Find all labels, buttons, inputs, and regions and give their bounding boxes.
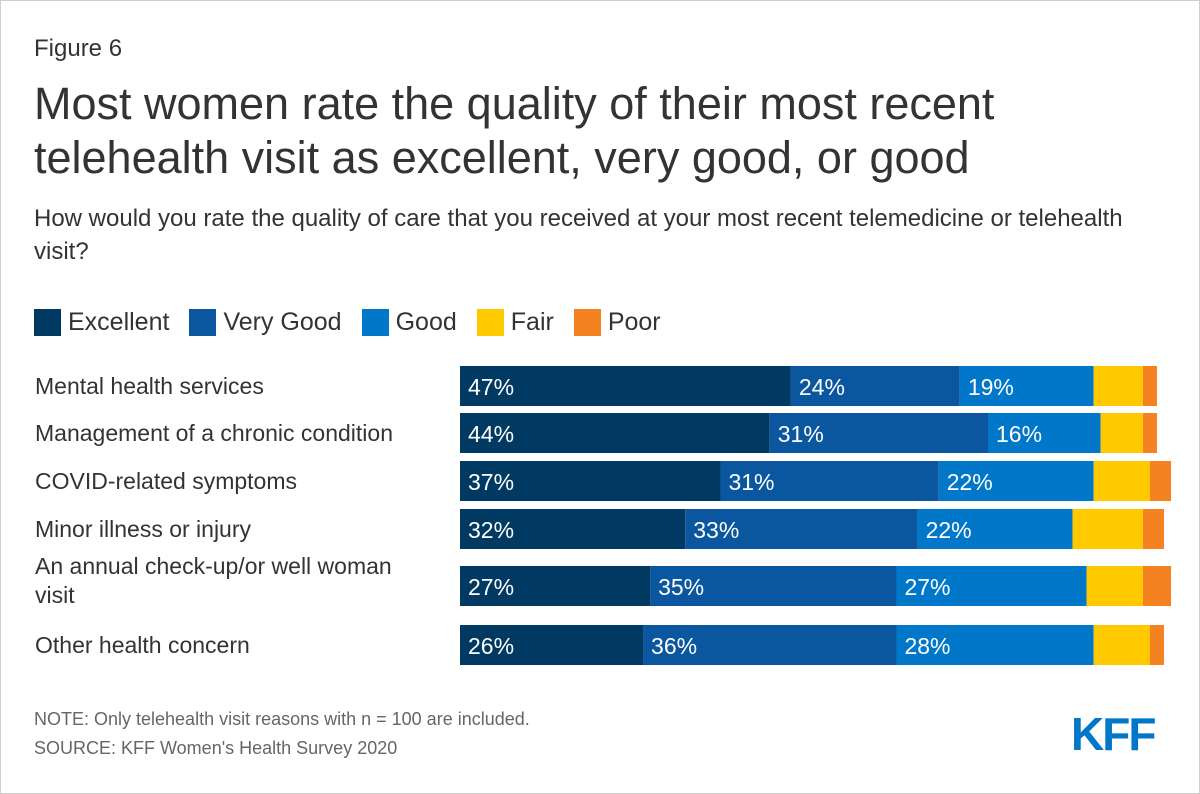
legend-swatch-fair: [476, 308, 504, 336]
legend: Excellent Very Good Good Fair Poor: [34, 307, 681, 337]
legend-label-fair: Fair: [510, 307, 554, 336]
data-label-mental-health-services-good: 19%: [968, 374, 1014, 400]
bar-covid-related-symptoms-good: [938, 461, 1094, 501]
data-label-management-of-a-chronic-condition-very-good: 31%: [778, 421, 824, 447]
legend-item-fair: Fair: [476, 307, 554, 337]
bar-an-annual-check-up-or-well-woman-visit-good: [896, 566, 1087, 606]
category-label-an-annual-check-up-or-well-woman-visit: An annual check-up/or well woman visit: [35, 553, 392, 608]
category-label-covid-related-symptoms: COVID-related symptoms: [35, 468, 297, 494]
legend-item-very-good: Very Good: [189, 307, 342, 337]
data-label-covid-related-symptoms-good: 22%: [947, 469, 993, 495]
bar-management-of-a-chronic-condition-excellent: [460, 413, 770, 453]
data-label-minor-illness-or-injury-good: 22%: [926, 517, 972, 543]
data-label-mental-health-services-very-good: 24%: [799, 374, 845, 400]
bar-other-health-concern-very-good: [643, 625, 897, 665]
category-label-other-health-concern: Other health concern: [35, 632, 250, 658]
bar-minor-illness-or-injury-good: [917, 509, 1073, 549]
data-label-other-health-concern-excellent: 26%: [468, 633, 514, 659]
data-label-covid-related-symptoms-excellent: 37%: [468, 469, 514, 495]
legend-swatch-poor: [573, 308, 601, 336]
bar-covid-related-symptoms-poor: [1149, 461, 1172, 501]
bar-other-health-concern-fair: [1093, 625, 1150, 665]
bar-minor-illness-or-injury-fair: [1072, 509, 1143, 549]
kff-logo: KFF: [1071, 708, 1156, 760]
legend-item-excellent: Excellent: [34, 308, 169, 337]
data-label-management-of-a-chronic-condition-excellent: 44%: [468, 421, 514, 447]
bar-management-of-a-chronic-condition-fair: [1100, 413, 1143, 453]
bar-an-annual-check-up-or-well-woman-visit-poor: [1142, 566, 1172, 606]
stacked-bar-chart: Mental health services 47% 24% 19% Managemen…: [35, 366, 1172, 665]
legend-swatch-very-good: [189, 308, 217, 336]
chart-subtitle: How would you rate the quality of care t…: [34, 205, 1123, 265]
bar-mental-health-services-excellent: [460, 366, 791, 406]
bar-an-annual-check-up-or-well-woman-visit-fair: [1086, 566, 1143, 606]
data-label-other-health-concern-good: 28%: [904, 633, 950, 659]
data-label-mental-health-services-excellent: 47%: [468, 374, 514, 400]
legend-label-good: Good: [395, 307, 457, 336]
chart-note: NOTE: Only telehealth visit reasons with…: [34, 709, 530, 729]
bar-an-annual-check-up-or-well-woman-visit-very-good: [650, 566, 897, 606]
legend-label-very-good: Very Good: [223, 307, 342, 336]
bar-management-of-a-chronic-condition-good: [988, 413, 1101, 453]
bar-minor-illness-or-injury-very-good: [685, 509, 918, 549]
legend-label-excellent: Excellent: [68, 307, 170, 336]
category-label-mental-health-services: Mental health services: [35, 373, 264, 399]
legend-item-good: Good: [361, 307, 457, 337]
bar-management-of-a-chronic-condition-poor: [1142, 413, 1157, 453]
figure-label: Figure 6: [34, 35, 123, 62]
data-label-minor-illness-or-injury-very-good: 33%: [693, 517, 739, 543]
category-label-management-of-a-chronic-condition: Management of a chronic condition: [35, 420, 393, 446]
bar-an-annual-check-up-or-well-woman-visit-excellent: [460, 566, 651, 606]
legend-swatch-excellent: [34, 308, 61, 336]
bar-covid-related-symptoms-excellent: [460, 461, 721, 501]
data-label-management-of-a-chronic-condition-good: 16%: [996, 421, 1042, 447]
bar-other-health-concern-excellent: [460, 625, 644, 665]
legend-item-poor: Poor: [573, 307, 661, 337]
bar-mental-health-services-poor: [1142, 366, 1157, 406]
bar-minor-illness-or-injury-excellent: [460, 509, 686, 549]
data-label-minor-illness-or-injury-excellent: 32%: [468, 517, 514, 543]
bar-mental-health-services-fair: [1093, 366, 1143, 406]
data-label-covid-related-symptoms-very-good: 31%: [728, 469, 774, 495]
bar-management-of-a-chronic-condition-very-good: [769, 413, 988, 453]
bar-minor-illness-or-injury-poor: [1142, 509, 1164, 549]
bar-other-health-concern-poor: [1149, 625, 1164, 665]
bar-covid-related-symptoms-fair: [1093, 461, 1150, 501]
data-label-an-annual-check-up-or-well-woman-visit-good: 27%: [904, 574, 950, 600]
bar-covid-related-symptoms-very-good: [720, 461, 939, 501]
chart-source: SOURCE: KFF Women's Health Survey 2020: [34, 738, 398, 758]
chart-title: Most women rate the quality of their mos…: [34, 78, 995, 183]
bar-other-health-concern-good: [896, 625, 1094, 665]
legend-label-poor: Poor: [607, 307, 661, 336]
legend-swatch-good: [361, 308, 389, 336]
category-label-minor-illness-or-injury: Minor illness or injury: [35, 516, 252, 542]
data-label-an-annual-check-up-or-well-woman-visit-very-good: 35%: [658, 574, 704, 600]
data-label-an-annual-check-up-or-well-woman-visit-excellent: 27%: [468, 574, 514, 600]
bar-mental-health-services-good: [959, 366, 1094, 406]
bar-mental-health-services-very-good: [790, 366, 960, 406]
data-label-other-health-concern-very-good: 36%: [651, 633, 697, 659]
